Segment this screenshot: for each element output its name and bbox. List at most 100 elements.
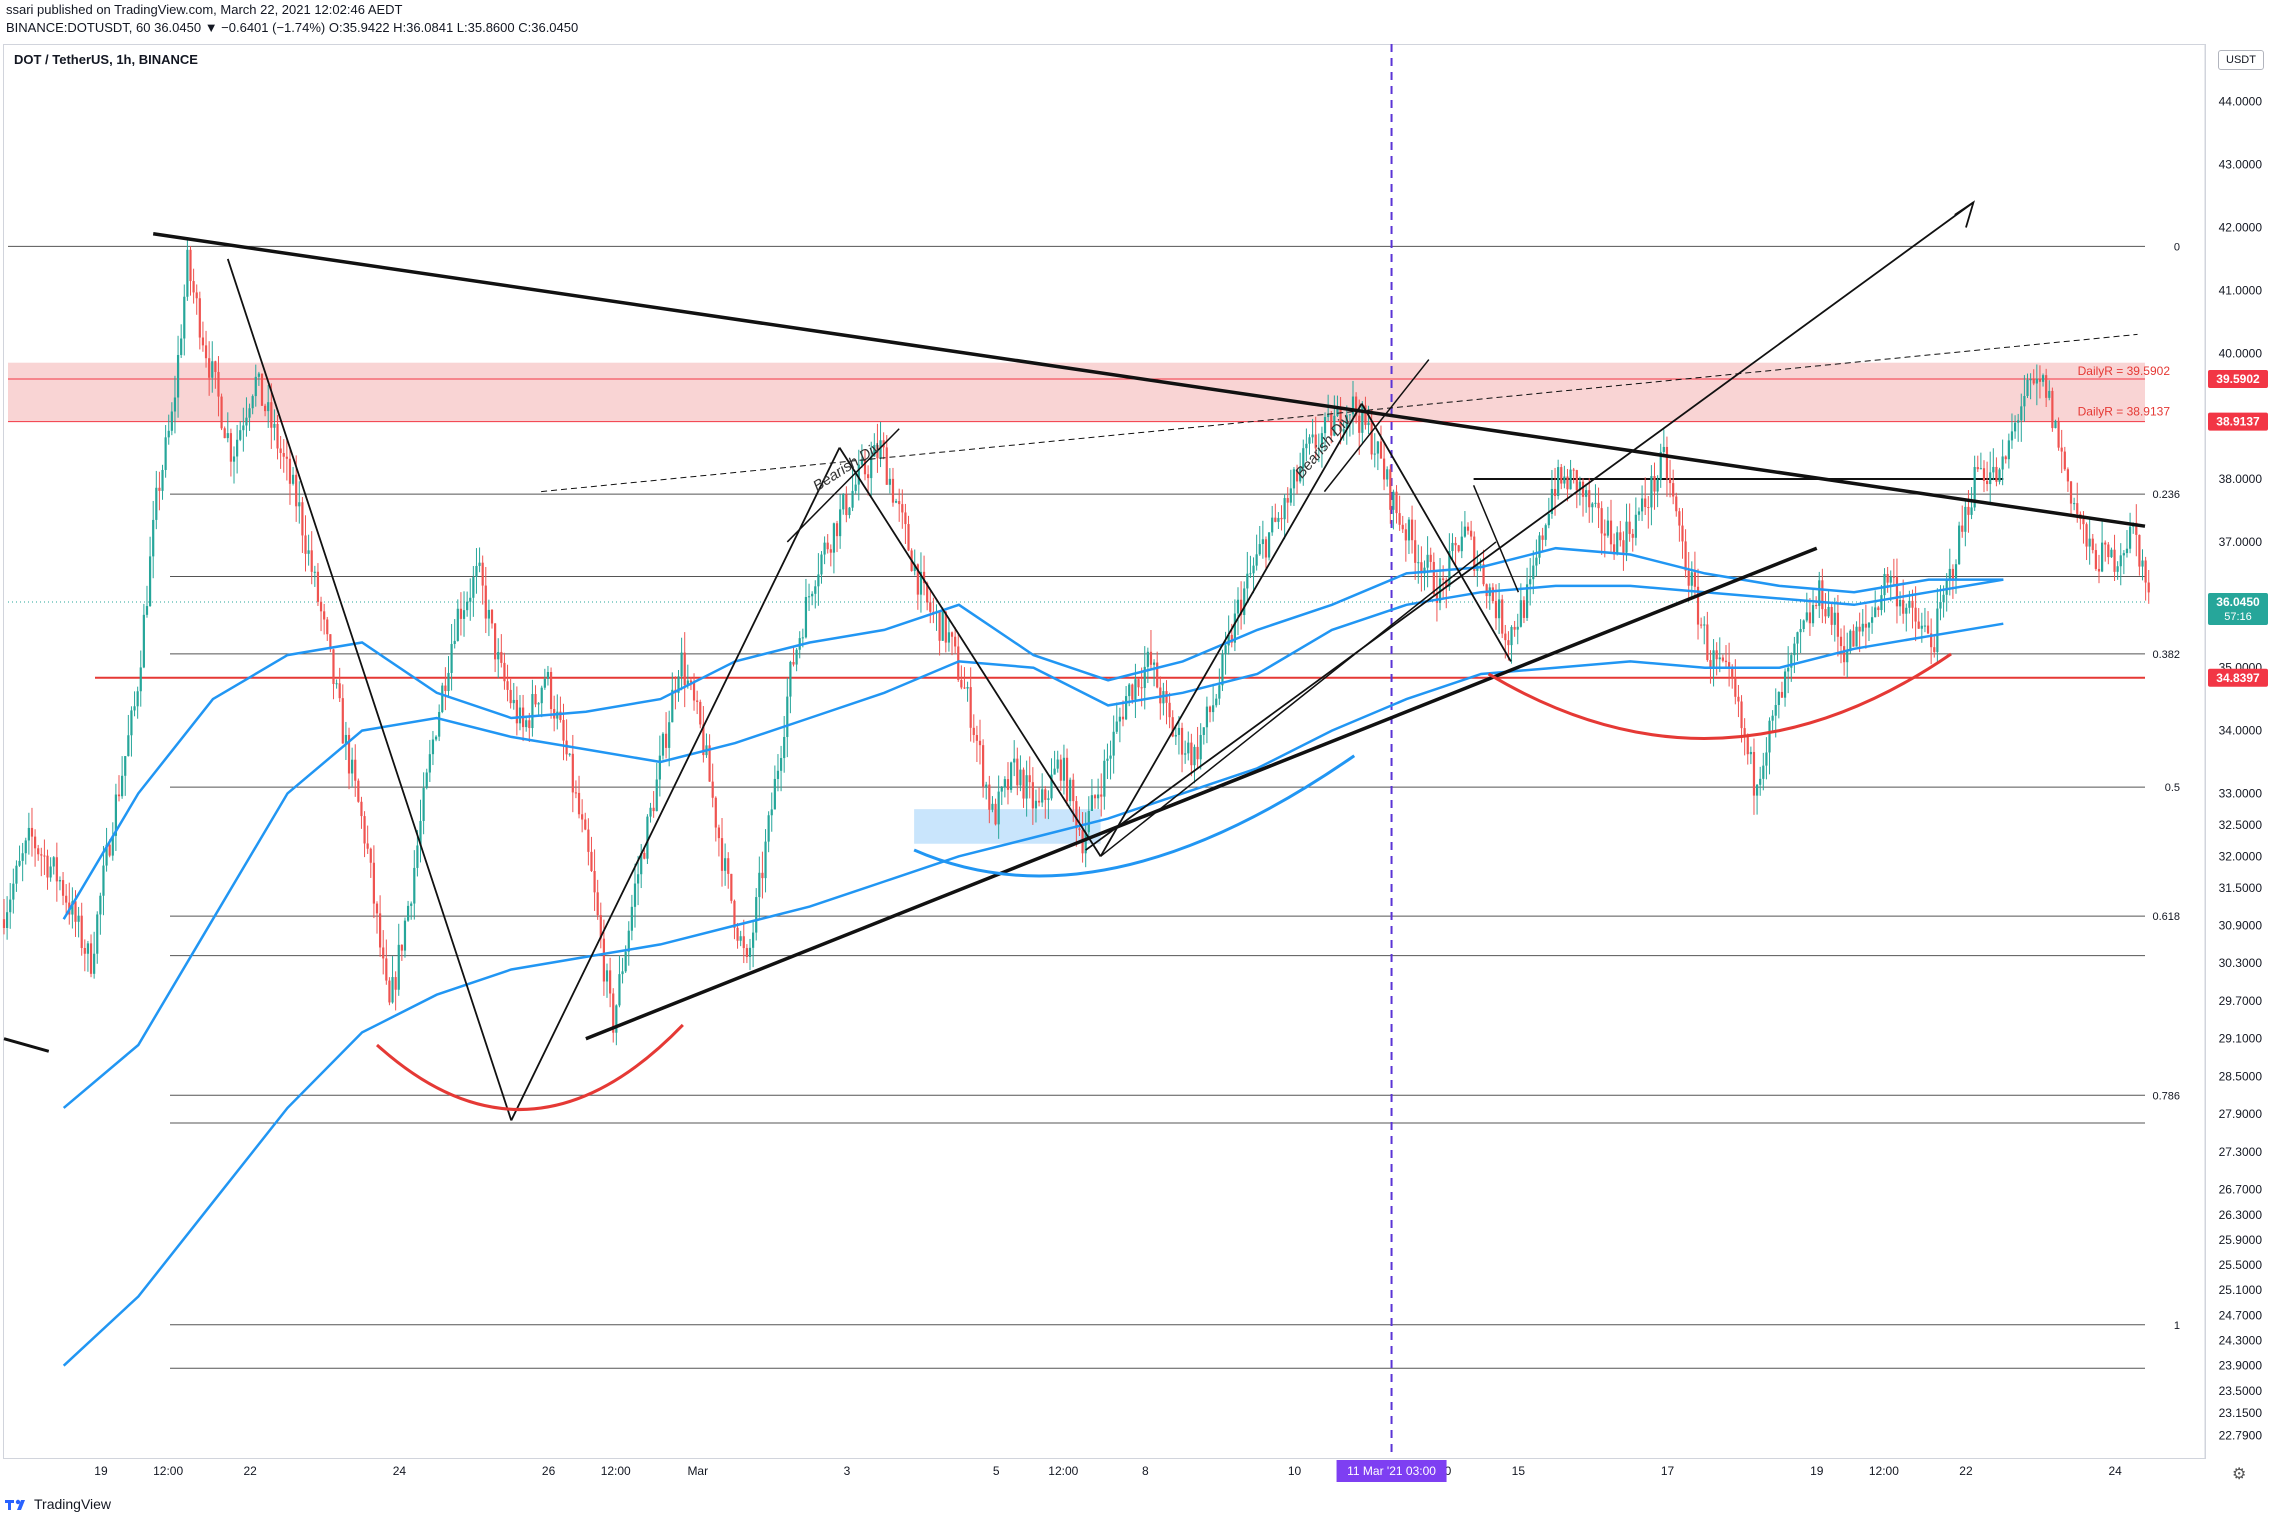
candle-body <box>347 734 351 774</box>
candle-body <box>1062 757 1066 781</box>
candle-body <box>1473 536 1476 571</box>
candle-body <box>1342 429 1345 432</box>
candle-body <box>1143 666 1146 688</box>
candle-body <box>1519 600 1522 627</box>
candle-body <box>2122 553 2125 556</box>
candle-body <box>817 574 820 587</box>
candle-body <box>469 597 472 602</box>
candle-body <box>2141 560 2144 567</box>
candle-body <box>148 556 152 607</box>
candle-body <box>1364 405 1367 426</box>
support-zone <box>914 809 1101 844</box>
candle-body <box>991 803 994 810</box>
candle-body <box>1078 828 1081 831</box>
candle-body <box>904 512 907 525</box>
candle-body <box>2001 456 2004 470</box>
candle-body <box>428 754 431 773</box>
candle-body <box>1218 685 1221 699</box>
candle-body <box>615 1005 618 1033</box>
candle-body <box>711 781 714 798</box>
wave-line <box>838 447 1102 857</box>
candle-body <box>590 851 593 871</box>
candle-body <box>214 361 217 372</box>
candle-body <box>1392 491 1395 510</box>
candle-body <box>655 779 658 812</box>
candle-body <box>994 803 997 825</box>
candle-body <box>1678 511 1681 526</box>
time-tick-label: 26 <box>542 1464 556 1478</box>
candle-body <box>602 938 606 982</box>
candle-body <box>1892 576 1895 578</box>
candle-body <box>2026 379 2029 396</box>
candle-body <box>1171 717 1174 737</box>
candle-body <box>93 953 96 974</box>
candle-body <box>1404 529 1407 541</box>
time-tick-label: 3 <box>844 1464 851 1478</box>
daily-r-zone <box>8 362 2145 422</box>
candle-body <box>562 719 565 741</box>
candle-body <box>2076 503 2079 515</box>
candle-body <box>21 853 24 861</box>
price-badge <box>2208 592 2268 625</box>
candle-body <box>2045 375 2048 398</box>
candle-body <box>1802 620 1805 630</box>
candle-body <box>1149 651 1153 665</box>
candle-body <box>1016 758 1019 786</box>
candle-body <box>1690 572 1693 586</box>
candle-body <box>845 494 848 516</box>
candle-body <box>2128 526 2132 549</box>
candle-body <box>543 678 546 688</box>
price-tick-label: 24.3000 <box>2219 1334 2263 1348</box>
price-badge-label: 38.9137 <box>2216 415 2260 429</box>
candle-body <box>372 862 375 904</box>
candle-body <box>1249 573 1252 575</box>
candle-body <box>1566 476 1569 490</box>
candle-body <box>2110 549 2113 558</box>
currency-selector[interactable]: USDT <box>2218 50 2264 70</box>
wave-line <box>1360 403 1512 662</box>
candle-body <box>1501 599 1504 634</box>
candle-body <box>1755 784 1759 796</box>
candle-body <box>2097 568 2101 572</box>
candle-body <box>2094 550 2097 569</box>
candle-body <box>969 687 972 728</box>
candle-body <box>319 601 323 612</box>
candle-body <box>742 936 745 949</box>
candle-body <box>58 880 62 882</box>
candle-body <box>1973 467 1976 508</box>
candle-body <box>1152 662 1156 665</box>
candle-body <box>546 671 550 679</box>
candle-body <box>1156 662 1159 688</box>
candle-body <box>574 792 578 794</box>
candle-body <box>1109 755 1112 759</box>
candle-body <box>2082 518 2085 525</box>
candle-body <box>2104 542 2107 545</box>
candle-body <box>71 901 74 915</box>
candle-body <box>1696 586 1700 625</box>
candle-body <box>270 402 273 428</box>
candle-body <box>1908 600 1911 608</box>
candle-body <box>596 892 599 916</box>
channel-line <box>1100 541 1497 857</box>
candle-body <box>285 456 288 459</box>
candle-body <box>1336 406 1339 416</box>
candle-body <box>1898 600 1902 607</box>
candle-body <box>1180 727 1184 755</box>
time-tick-label: 17 <box>1661 1464 1675 1478</box>
candle-body <box>52 857 55 867</box>
candle-body <box>1022 769 1025 799</box>
price-tick-label: 31.5000 <box>2219 881 2263 895</box>
gear-icon[interactable]: ⚙ <box>2232 1466 2247 1483</box>
candle-body <box>391 977 394 1003</box>
candle-body <box>354 759 357 781</box>
candle-body <box>2091 538 2094 551</box>
price-tick-label: 40.0000 <box>2219 346 2263 360</box>
candle-body <box>127 735 130 757</box>
candle-body <box>2088 538 2091 547</box>
candle-body <box>453 640 456 644</box>
candle-body <box>1308 437 1311 444</box>
candle-body <box>922 571 926 584</box>
candle-body <box>1373 453 1376 455</box>
candle-body <box>1619 532 1622 541</box>
